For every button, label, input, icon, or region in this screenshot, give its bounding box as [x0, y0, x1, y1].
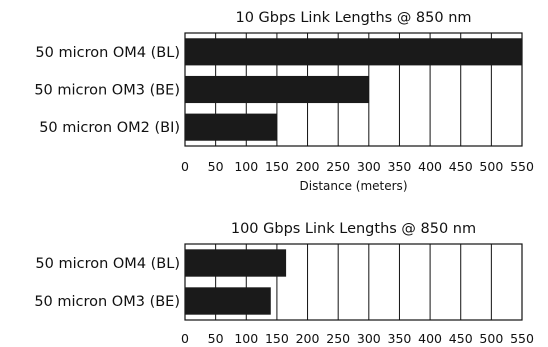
bar [185, 287, 271, 315]
x-tick-label: 450 [449, 159, 473, 174]
category-label: 50 micron OM4 (BL) [35, 45, 180, 61]
chart-2: 100 Gbps Link Lengths @ 850 nm 0 50 100 150 2… [34, 221, 534, 346]
x-tick-label: 100 [234, 331, 258, 346]
chart-1: 10 Gbps Link Lengths @ 850 nm 0 50 100 150 20… [34, 10, 534, 193]
x-tick-label: 350 [388, 331, 412, 346]
x-tick-label: 300 [357, 159, 381, 174]
category-label: 50 micron OM3 (BE) [34, 83, 180, 99]
chart-title: 100 Gbps Link Lengths @ 850 nm [231, 221, 476, 237]
bar [185, 38, 522, 66]
bar [185, 75, 369, 104]
x-tick-label: 0 [181, 159, 189, 174]
x-tick-label: 550 [510, 159, 534, 174]
x-tick-label: 100 [234, 159, 258, 174]
x-tick-label: 300 [357, 331, 381, 346]
x-tick-label: 250 [326, 159, 350, 174]
plot-frame [184, 243, 523, 321]
x-tick-label: 0 [181, 331, 189, 346]
x-tick-label: 400 [418, 331, 442, 346]
category-label: 50 micron OM4 (BL) [35, 256, 180, 272]
x-tick-label: 200 [296, 331, 320, 346]
category-label: 50 micron OM3 (BE) [34, 294, 180, 310]
x-tick-label: 250 [326, 331, 350, 346]
x-tick-label: 200 [296, 159, 320, 174]
x-tick-label: 550 [510, 331, 534, 346]
x-tick-label: 50 [208, 331, 224, 346]
x-tick-label: 50 [208, 159, 224, 174]
x-tick-label: 500 [479, 159, 503, 174]
bar [185, 249, 287, 277]
x-tick-label: 150 [265, 331, 289, 346]
x-axis-label: Distance (meters) [300, 179, 408, 193]
x-tick-label: 500 [479, 331, 503, 346]
bar [185, 113, 277, 141]
x-tick-label: 350 [388, 159, 412, 174]
x-tick-label: 150 [265, 159, 289, 174]
category-label: 50 micron OM2 (BI) [39, 120, 180, 136]
x-tick-label: 400 [418, 159, 442, 174]
x-tick-label: 450 [449, 331, 473, 346]
chart-title: 10 Gbps Link Lengths @ 850 nm [235, 10, 471, 26]
